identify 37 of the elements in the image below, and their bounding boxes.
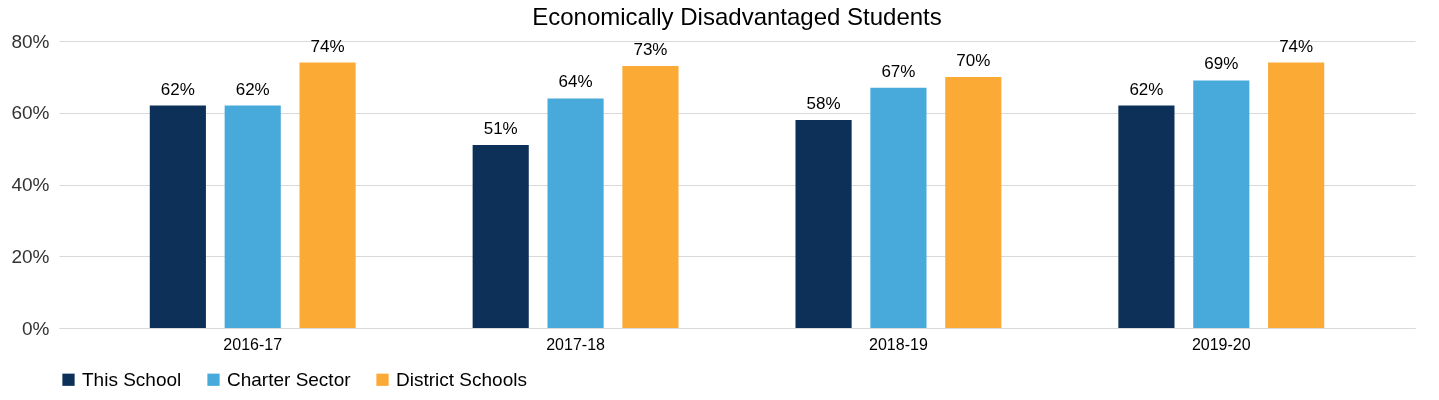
y-tick-label: 20% [11,245,50,267]
data-label: 62% [235,79,270,99]
bar [224,105,281,328]
y-tick-label: 60% [11,102,50,124]
bar [870,87,927,328]
data-label: 70% [956,50,991,70]
data-label: 69% [1204,54,1239,74]
chart-title: Economically Disadvantaged Students [532,3,942,30]
bar [299,62,356,328]
y-tick-label: 0% [22,317,50,339]
data-label: 74% [310,36,345,56]
x-tick-label: 2016-17 [223,335,283,353]
x-tick-label: 2018-19 [869,335,928,353]
bar [547,98,604,328]
x-tick-label: 2019-20 [1191,335,1251,353]
x-tick-label: 2017-18 [546,335,606,353]
legend-label: Charter Sector [227,368,352,390]
bar [945,76,1002,328]
bar [1193,80,1250,328]
data-label: 64% [558,72,593,92]
data-label: 67% [881,61,916,81]
bar [149,105,206,328]
data-label: 74% [1279,36,1314,56]
bar [1268,62,1325,328]
data-label: 62% [160,79,195,99]
data-label: 62% [1129,79,1164,99]
bar [472,145,529,328]
data-label: 51% [483,119,518,139]
data-label: 58% [806,93,841,113]
legend-label: This School [82,368,182,390]
legend-label: District Schools [396,368,527,390]
y-tick-label: 40% [11,174,50,195]
bar [622,66,679,328]
y-tick-label: 80% [11,30,50,52]
bar [1118,105,1175,328]
bar [795,119,852,328]
data-label: 73% [633,40,668,60]
